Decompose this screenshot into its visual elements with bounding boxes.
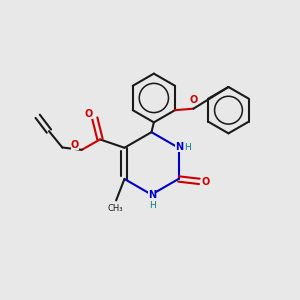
Text: O: O [71, 140, 79, 149]
Text: O: O [190, 95, 198, 105]
Text: H: H [184, 143, 191, 152]
Text: O: O [85, 109, 93, 119]
Text: CH₃: CH₃ [108, 204, 123, 213]
Text: O: O [202, 177, 210, 187]
Text: N: N [175, 142, 183, 152]
Text: H: H [149, 201, 155, 210]
Text: N: N [148, 190, 156, 200]
